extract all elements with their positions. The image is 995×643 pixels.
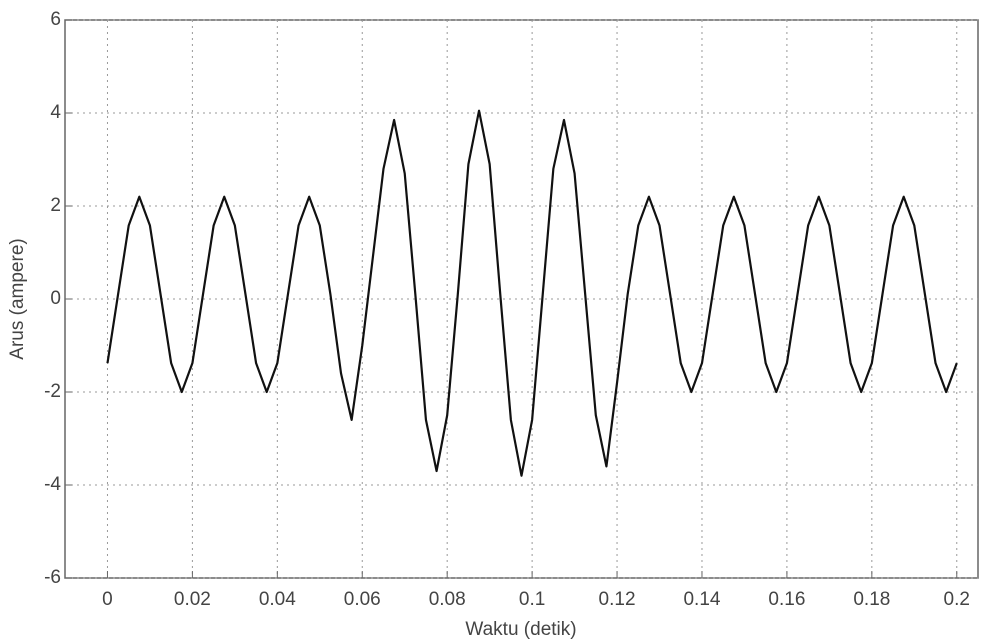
x-tick-label: 0.12 bbox=[599, 589, 636, 610]
y-tick-label: 2 bbox=[50, 195, 61, 216]
x-tick-label: 0.16 bbox=[768, 589, 805, 610]
x-tick-label: 0.2 bbox=[944, 589, 970, 610]
y-axis-label: Arus (ampere) bbox=[7, 238, 28, 359]
data-line bbox=[106, 109, 958, 477]
x-tick-label: 0.18 bbox=[853, 589, 890, 610]
y-tick-label: -6 bbox=[44, 567, 61, 588]
x-tick-label: 0.1 bbox=[519, 589, 545, 610]
x-axis-label: Waktu (detik) bbox=[465, 619, 576, 640]
x-tick-label: 0.04 bbox=[259, 589, 296, 610]
x-tick-label: 0.06 bbox=[344, 589, 381, 610]
x-tick-label: 0.02 bbox=[174, 589, 211, 610]
y-tick-label: 4 bbox=[50, 102, 61, 123]
x-tick-label: 0 bbox=[102, 589, 113, 610]
x-tick-label: 0.14 bbox=[683, 589, 720, 610]
x-tick-label: 0.08 bbox=[429, 589, 466, 610]
y-tick-label: 0 bbox=[50, 288, 61, 309]
y-tick-label: -2 bbox=[44, 381, 61, 402]
y-tick-label: -4 bbox=[44, 474, 61, 495]
y-tick-label: 6 bbox=[50, 9, 61, 30]
